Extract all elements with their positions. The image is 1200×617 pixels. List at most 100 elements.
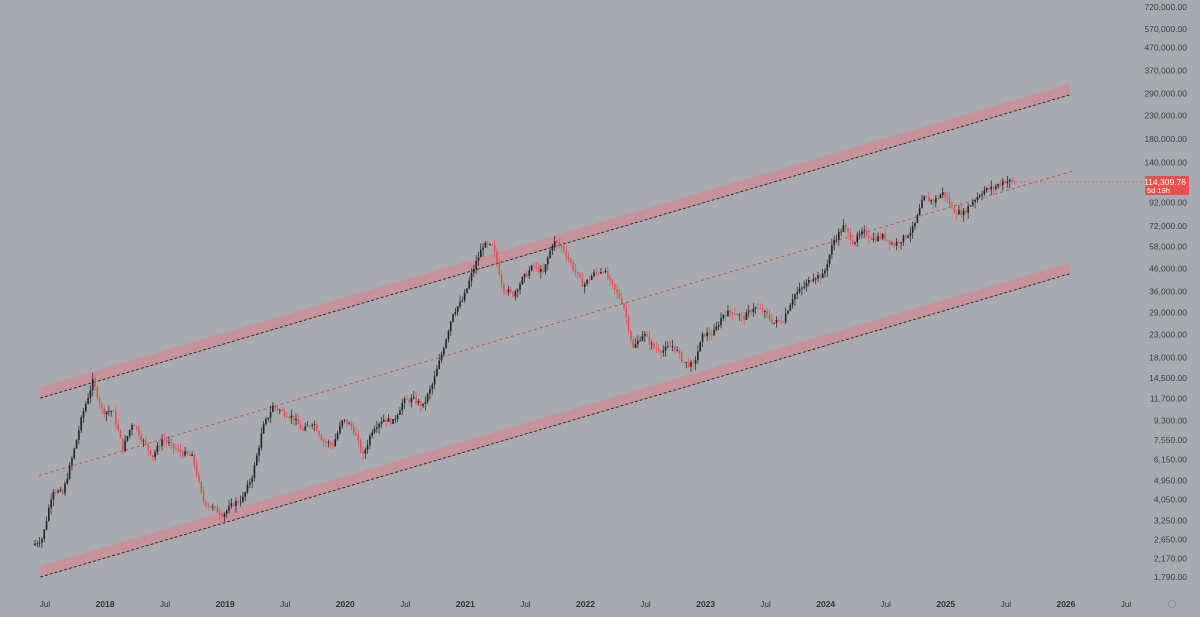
candle-body bbox=[613, 283, 616, 290]
candle-body bbox=[586, 279, 588, 284]
candle-body bbox=[789, 304, 792, 311]
candle-body bbox=[362, 450, 364, 454]
price-tick-label: 92,000.00 bbox=[1149, 198, 1187, 208]
candle-body bbox=[891, 243, 893, 245]
candle-body bbox=[570, 259, 572, 263]
time-tick-label: 2026 bbox=[1056, 599, 1075, 609]
candle-body bbox=[747, 310, 750, 313]
candle-body bbox=[408, 399, 410, 403]
candle-body bbox=[847, 228, 849, 233]
candle-body bbox=[491, 243, 494, 246]
candle-body bbox=[45, 520, 48, 530]
price-tick-label: 180,000.00 bbox=[1144, 134, 1187, 144]
candle-body bbox=[225, 510, 228, 514]
lower-channel-band bbox=[40, 262, 1070, 578]
candle-body bbox=[616, 289, 618, 293]
candle-body bbox=[805, 282, 808, 287]
candle-body bbox=[373, 428, 376, 433]
last-price-tag: 114,309.76 5d 19h bbox=[1144, 176, 1189, 195]
candle-body bbox=[216, 507, 219, 513]
candle-body bbox=[283, 411, 286, 417]
candle-body bbox=[94, 378, 96, 388]
candle-body bbox=[276, 407, 279, 411]
candle-body bbox=[948, 198, 951, 205]
candle-body bbox=[958, 209, 960, 215]
candle-body bbox=[260, 433, 263, 448]
candle-body bbox=[625, 307, 628, 318]
candle-body bbox=[195, 464, 198, 476]
candle-body bbox=[563, 246, 565, 251]
candle-body bbox=[819, 275, 822, 279]
candle-body bbox=[473, 269, 475, 274]
candle-body bbox=[888, 240, 891, 245]
lower-channel-band-edge bbox=[40, 273, 1070, 578]
time-axis[interactable]: Jul 2018 Jul 2019 Jul 2020 Jul 2021 Jul 2022 Jul 20… bbox=[40, 599, 1131, 609]
candle-body bbox=[112, 410, 115, 412]
candle-body bbox=[163, 439, 166, 441]
candle-body bbox=[657, 348, 660, 352]
candle-body bbox=[519, 284, 521, 290]
candle-body bbox=[179, 448, 182, 453]
candle-body bbox=[521, 277, 524, 285]
candle-body bbox=[369, 435, 371, 445]
candle-body bbox=[907, 235, 909, 238]
candle-body bbox=[329, 441, 332, 445]
candle-body bbox=[604, 271, 607, 273]
candle-body bbox=[288, 417, 290, 419]
candle-body bbox=[145, 440, 147, 445]
candle-body bbox=[311, 424, 313, 426]
candle-body bbox=[824, 270, 826, 274]
price-tick-label: 7,550.00 bbox=[1154, 435, 1187, 445]
candle-body bbox=[710, 334, 713, 336]
candle-body bbox=[801, 287, 803, 289]
candle-body bbox=[394, 418, 397, 420]
candle-body bbox=[646, 333, 648, 337]
candle-body bbox=[717, 325, 720, 327]
price-tick-label: 72,000.00 bbox=[1149, 221, 1187, 231]
candle-body bbox=[131, 425, 133, 430]
candle-body bbox=[692, 362, 695, 364]
candle-body bbox=[736, 314, 738, 316]
candle-body bbox=[34, 543, 36, 546]
candle-body bbox=[738, 314, 741, 316]
time-tick-label: Jul bbox=[160, 600, 170, 609]
candle-body bbox=[355, 432, 357, 436]
candle-body bbox=[110, 410, 113, 412]
settings-icon[interactable] bbox=[1168, 600, 1176, 608]
candle-body bbox=[757, 307, 759, 309]
candle-body bbox=[664, 346, 667, 351]
candle-body bbox=[988, 187, 990, 190]
price-axis[interactable]: 720,000.00 570,000.00 470,000.00 370,000.00… bbox=[1144, 2, 1187, 582]
candle-body bbox=[445, 339, 447, 349]
candle-body bbox=[941, 192, 944, 196]
candle-body bbox=[479, 249, 482, 258]
channel-bands bbox=[40, 83, 1070, 578]
candle-body bbox=[193, 454, 196, 465]
candle-body bbox=[734, 314, 736, 315]
candle-body bbox=[191, 454, 193, 456]
candle-body bbox=[782, 322, 785, 323]
candle-body bbox=[101, 403, 103, 408]
candle-body bbox=[868, 235, 870, 239]
candle-body bbox=[161, 439, 163, 446]
time-tick-label: 2020 bbox=[336, 599, 355, 609]
candle-body bbox=[318, 431, 320, 436]
candle-body bbox=[429, 388, 431, 394]
candle-body bbox=[78, 430, 80, 440]
candle-body bbox=[787, 310, 789, 314]
candle-body bbox=[944, 192, 946, 197]
price-tick-label: 570,000.00 bbox=[1144, 24, 1187, 34]
candle-body bbox=[583, 283, 586, 287]
candle-body bbox=[235, 501, 237, 507]
candle-body bbox=[526, 273, 528, 277]
candle-body bbox=[85, 403, 87, 412]
candle-body bbox=[893, 243, 896, 246]
candle-body bbox=[387, 418, 390, 422]
candle-body bbox=[357, 435, 360, 441]
candle-body bbox=[798, 288, 801, 293]
candle-body bbox=[1002, 181, 1004, 186]
candle-body bbox=[154, 452, 156, 458]
last-price-tag-bg bbox=[1145, 176, 1189, 195]
